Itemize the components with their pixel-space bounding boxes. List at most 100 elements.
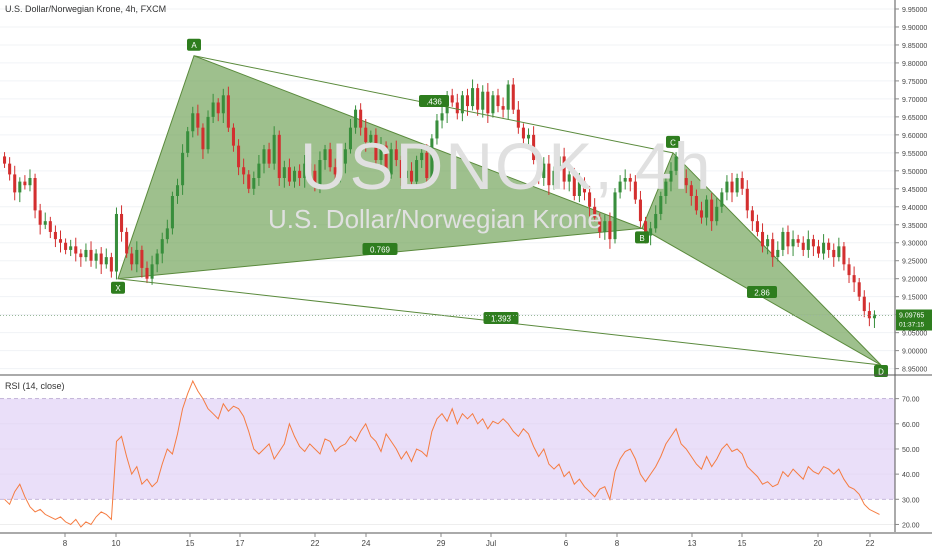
candle-body <box>572 174 576 196</box>
pattern-point-b: B <box>639 234 644 243</box>
candle-body <box>160 239 164 254</box>
candle-body <box>196 113 200 128</box>
candle-body <box>28 178 32 186</box>
last-price-tag[interactable]: 9.09765 01:37:15 <box>0 309 932 331</box>
candle-body <box>471 88 475 107</box>
candle-body <box>852 275 856 283</box>
pattern-point-a-bg <box>187 38 201 51</box>
candle-body <box>501 106 505 110</box>
time-tick-label: 29 <box>437 539 446 548</box>
candle-body <box>3 156 7 164</box>
chart-title[interactable]: U.S. Dollar/Norwegian Krone, 4h, FXCM <box>5 4 167 14</box>
candle-body <box>338 163 342 175</box>
candle-body <box>48 221 52 232</box>
candle-body <box>664 181 668 196</box>
candle-body <box>659 195 663 214</box>
candle-body <box>496 95 500 107</box>
candle-body <box>715 206 719 222</box>
pattern-point-x: X <box>115 284 121 293</box>
candle-body <box>791 239 795 247</box>
candle-body <box>577 181 581 196</box>
price-tick-label: 9.35000 <box>902 223 927 230</box>
ratio-label-bg <box>483 312 519 324</box>
candle-body <box>38 210 42 225</box>
time-axis-ticks: 8 10 15 17 22 24 29 Jul 6 8 13 15 20 22 <box>63 533 875 548</box>
candle-body <box>435 120 439 139</box>
rsi-tick-label: 60.00 <box>902 422 920 429</box>
candle-body <box>511 84 515 110</box>
candle-body <box>415 160 419 182</box>
candle-body <box>221 95 225 114</box>
rsi-line <box>4 379 880 528</box>
candle-body <box>720 192 724 207</box>
candle-body <box>588 192 592 207</box>
candle-body <box>567 174 571 182</box>
candle-body <box>292 170 297 182</box>
time-tick-label: 17 <box>236 539 245 548</box>
candle-body <box>109 257 113 272</box>
axes <box>0 0 932 534</box>
candle-body <box>252 178 256 189</box>
candle-body <box>725 181 729 193</box>
rsi-title[interactable]: RSI (14, close) <box>5 381 65 391</box>
candle-body <box>125 231 129 254</box>
candle-body <box>547 163 551 186</box>
candle-body <box>628 178 632 182</box>
time-tick-label: 24 <box>362 539 371 548</box>
candle-body <box>384 145 388 175</box>
candle-body <box>649 228 653 236</box>
last-price-countdown: 01:37:15 <box>899 322 925 329</box>
candle-body <box>170 195 174 229</box>
candle-body <box>308 163 312 171</box>
watermark-name: U.S. Dollar/Norwegian Krone <box>268 204 602 234</box>
candle-body <box>323 149 327 161</box>
candle-body <box>613 192 617 240</box>
pattern-point-c: C <box>670 138 676 147</box>
price-tick-label: 9.50000 <box>902 169 927 176</box>
candle-body <box>389 149 393 175</box>
candle-body <box>114 213 118 272</box>
candle-body <box>69 246 73 250</box>
ratio-label: 2.86 <box>754 289 770 298</box>
candle-body <box>745 188 749 211</box>
time-tick-label: 8 <box>615 539 620 548</box>
price-tick-label: 9.90000 <box>902 25 927 32</box>
candle-body <box>766 239 770 247</box>
candle-body <box>644 221 648 236</box>
time-tick-label: 10 <box>112 539 121 548</box>
candle-body <box>847 264 851 276</box>
candle-body <box>771 239 775 258</box>
candle-body <box>618 181 622 193</box>
time-tick-label: 15 <box>186 539 195 548</box>
candle-body <box>786 231 790 247</box>
price-tick-label: 9.55000 <box>902 151 927 158</box>
ratio-label: .436 <box>426 98 442 107</box>
candle-body <box>298 170 302 179</box>
candle-body <box>491 95 495 114</box>
candle-body <box>455 102 459 114</box>
candle-body <box>267 149 271 164</box>
candle-body <box>420 152 424 161</box>
candle-body <box>23 181 27 186</box>
candle-body <box>481 91 485 110</box>
price-tick-label: 9.45000 <box>902 187 927 194</box>
candle-body <box>165 228 169 240</box>
candle-body <box>832 249 836 258</box>
candle-body <box>94 253 98 261</box>
candle-body <box>89 249 93 261</box>
candle-body <box>84 249 88 258</box>
pattern-point-d: D <box>878 368 884 377</box>
candle-body <box>801 242 805 250</box>
ratio-label-bg <box>419 95 449 107</box>
candle-body <box>694 195 698 211</box>
candle-body <box>74 246 78 254</box>
candle-body <box>598 217 602 232</box>
time-tick-label: 22 <box>866 539 875 548</box>
candle-body <box>135 249 139 265</box>
price-tick-label: 9.75000 <box>902 79 927 86</box>
candle-body <box>430 138 434 179</box>
candle-body <box>527 134 531 139</box>
rsi-tick-label: 70.00 <box>902 397 920 404</box>
candle-body <box>348 127 352 150</box>
